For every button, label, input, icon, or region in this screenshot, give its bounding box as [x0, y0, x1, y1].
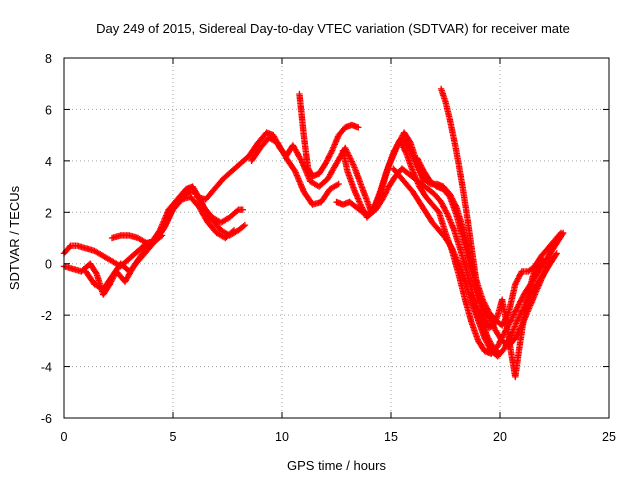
data-point — [530, 270, 538, 277]
data-point — [512, 307, 520, 314]
y-axis-label: SDTVAR / TECUs — [7, 185, 22, 290]
data-point — [439, 201, 446, 209]
data-point — [492, 317, 499, 325]
data-point — [293, 172, 301, 179]
data-point — [229, 228, 236, 235]
data-point — [487, 339, 494, 347]
data-point — [379, 196, 386, 203]
x-tick-label: 20 — [493, 430, 507, 444]
y-tick-label: -6 — [41, 412, 52, 426]
data-point — [92, 269, 100, 276]
data-point — [416, 160, 424, 168]
data-point — [551, 252, 558, 260]
data-point — [556, 230, 564, 238]
data-point — [297, 156, 304, 163]
data-point — [495, 349, 502, 356]
data-point — [499, 322, 506, 329]
y-tick-label: 6 — [45, 103, 52, 117]
x-axis-label: GPS time / hours — [287, 458, 386, 473]
data-point — [324, 155, 331, 163]
data-point — [400, 145, 408, 153]
x-tick-label: 15 — [384, 430, 398, 444]
data-point — [539, 259, 546, 266]
y-tick-label: 8 — [45, 52, 52, 66]
y-tick-label: -2 — [41, 309, 52, 323]
plot-frame — [63, 57, 610, 419]
data-point — [515, 273, 523, 281]
x-tick-label: 5 — [170, 430, 177, 444]
data-point — [414, 156, 422, 163]
data-point — [335, 180, 342, 188]
data-point — [509, 312, 517, 320]
data-point — [382, 190, 389, 197]
data-point — [517, 297, 525, 304]
y-tick-label: 4 — [45, 155, 52, 169]
data-point — [230, 227, 238, 234]
data-point — [402, 148, 409, 155]
data-point — [509, 314, 516, 321]
plot-series — [60, 85, 567, 381]
x-tick-label: 10 — [275, 430, 289, 444]
data-point — [357, 201, 364, 208]
x-tick-label: 0 — [61, 430, 68, 444]
x-tick-label: 25 — [602, 430, 616, 444]
y-tick-label: 0 — [45, 258, 52, 272]
data-point — [384, 186, 391, 193]
data-point — [512, 308, 519, 315]
data-point — [488, 341, 495, 348]
data-point — [515, 302, 522, 310]
data-point — [496, 350, 504, 357]
series-track-13 — [333, 165, 504, 357]
data-point — [540, 257, 547, 265]
data-point — [392, 144, 400, 151]
data-point — [355, 124, 362, 131]
chart-title: Day 249 of 2015, Sidereal Day-to-day VTE… — [96, 21, 570, 36]
series-track-7 — [296, 90, 362, 180]
series-track-6 — [248, 134, 342, 208]
y-tick-label: 2 — [45, 206, 52, 220]
data-point — [512, 335, 519, 342]
data-point — [240, 223, 247, 230]
series-track-4 — [82, 193, 238, 293]
data-point — [557, 229, 565, 237]
data-point — [539, 273, 547, 280]
data-point — [550, 254, 557, 261]
grid — [64, 58, 609, 418]
data-point — [381, 191, 388, 199]
data-point — [512, 281, 519, 288]
series-track-12 — [437, 85, 547, 381]
data-point — [241, 221, 249, 229]
data-point — [199, 201, 206, 209]
y-tick-label: -4 — [41, 361, 52, 375]
data-point — [485, 335, 492, 342]
data-point — [239, 206, 246, 213]
data-point — [327, 150, 334, 157]
data-point — [541, 268, 549, 276]
data-point — [390, 149, 397, 157]
data-point — [328, 148, 335, 156]
axis-ticks: 0 5 10 15 20 25 -6 -4 -2 0 2 4 6 8 — [41, 52, 616, 444]
data-point — [414, 155, 421, 162]
